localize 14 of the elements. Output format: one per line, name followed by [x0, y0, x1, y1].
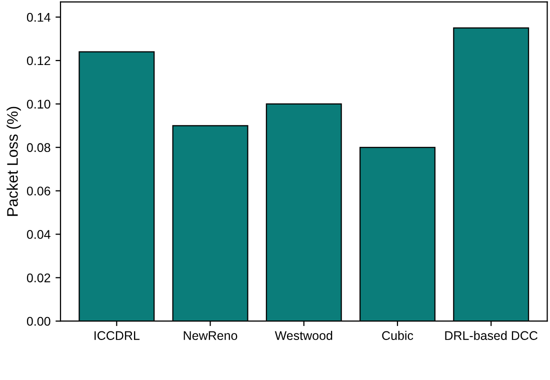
x-tick-label: Cubic	[382, 330, 414, 340]
y-tick-label: 0.04	[26, 230, 50, 239]
y-tick-label: 0.10	[26, 100, 50, 109]
y-tick-label: 0.12	[26, 56, 50, 66]
x-tick-label: ICCDRL	[94, 331, 140, 340]
y-tick-label: 0.14	[26, 12, 50, 22]
y-axis-title: Packet Loss (%)	[6, 106, 21, 216]
y-tick-label: 0.02	[26, 273, 50, 282]
x-tick-label: DRL-based DCC	[445, 330, 538, 340]
y-tick-label: 0.06	[26, 186, 50, 196]
x-tick-label: NewReno	[184, 331, 238, 340]
x-tick-label: Westwood	[274, 330, 332, 340]
y-tick-label: 0.08	[26, 143, 50, 152]
y-tick-label: 0.00	[26, 316, 50, 326]
